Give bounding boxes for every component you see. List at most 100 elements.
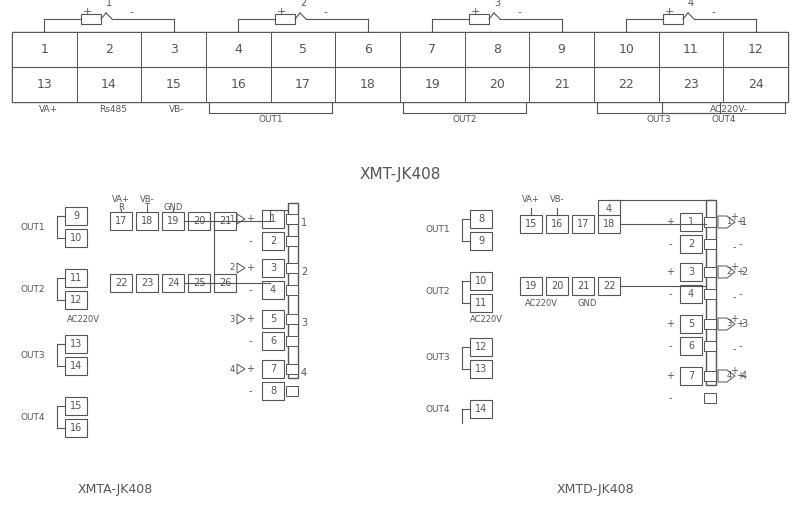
Text: -: - [668, 393, 672, 403]
Bar [400, 67, 465, 102]
Bar [12, 32, 77, 67]
Text: 3: 3 [170, 43, 178, 56]
Text: 2: 2 [230, 264, 234, 273]
Text: 10: 10 [618, 43, 634, 56]
Text: +: + [730, 314, 738, 324]
Text: -: - [248, 285, 252, 295]
Text: 8: 8 [493, 43, 501, 56]
Text: 13: 13 [37, 78, 52, 91]
Bar [77, 32, 142, 67]
Text: -: - [738, 289, 742, 299]
Text: 2: 2 [270, 236, 276, 246]
Text: 18: 18 [603, 219, 615, 229]
Bar [704, 217, 716, 227]
Text: 21: 21 [577, 281, 589, 291]
Text: 3: 3 [494, 0, 500, 8]
Text: 3: 3 [270, 263, 276, 273]
Text: -: - [248, 336, 252, 346]
Bar [65, 291, 87, 309]
Bar [704, 393, 716, 403]
Text: 20: 20 [489, 78, 505, 91]
Bar [275, 14, 295, 24]
Text: -: - [732, 292, 736, 302]
Text: +: + [736, 217, 744, 227]
Text: +: + [664, 7, 674, 17]
Text: -: - [711, 7, 715, 17]
Bar [530, 67, 594, 102]
Text: 13: 13 [475, 364, 487, 374]
Bar [598, 277, 620, 295]
Text: 20: 20 [193, 216, 205, 226]
Text: +: + [666, 217, 674, 227]
Text: VA+: VA+ [112, 195, 130, 205]
Bar [286, 214, 298, 224]
Text: OUT1: OUT1 [426, 226, 450, 234]
Text: 16: 16 [70, 423, 82, 433]
Text: +: + [246, 364, 254, 374]
Text: 9: 9 [73, 211, 79, 221]
Bar [335, 67, 400, 102]
Bar [680, 235, 702, 253]
Bar [136, 274, 158, 292]
Bar [286, 314, 298, 324]
Bar [594, 67, 658, 102]
Text: AC220V-: AC220V- [710, 106, 749, 115]
Text: 1: 1 [301, 218, 307, 228]
Text: 12: 12 [475, 342, 487, 352]
Bar [81, 14, 101, 24]
Bar [262, 332, 284, 350]
Bar [262, 210, 284, 228]
Bar [470, 338, 492, 356]
Bar [65, 269, 87, 287]
Text: 1: 1 [106, 0, 112, 8]
Text: 3: 3 [688, 267, 694, 277]
Bar [270, 32, 335, 67]
Text: -: - [668, 341, 672, 351]
Text: +: + [730, 212, 738, 222]
Text: -: - [129, 7, 133, 17]
Bar [142, 32, 206, 67]
Text: -: - [738, 341, 742, 351]
Text: 12: 12 [70, 295, 82, 305]
Text: 3: 3 [301, 318, 307, 328]
Text: 1: 1 [230, 215, 234, 224]
Text: 14: 14 [101, 78, 117, 91]
Text: 8: 8 [478, 214, 484, 224]
Text: -: - [738, 239, 742, 249]
Text: 14: 14 [475, 404, 487, 414]
Bar [286, 263, 298, 273]
Bar [520, 215, 542, 233]
Text: 22: 22 [618, 78, 634, 91]
Text: +: + [666, 319, 674, 329]
Text: 12: 12 [748, 43, 763, 56]
Text: 16: 16 [230, 78, 246, 91]
Bar [262, 360, 284, 378]
Bar [77, 67, 142, 102]
Bar [142, 67, 206, 102]
Text: +: + [246, 263, 254, 273]
Text: 6: 6 [364, 43, 372, 56]
Bar [65, 335, 87, 353]
Text: 7: 7 [270, 364, 276, 374]
Text: 4: 4 [688, 0, 694, 8]
Text: 9: 9 [478, 236, 484, 246]
Bar [680, 213, 702, 231]
Text: OUT3: OUT3 [646, 115, 671, 124]
Text: OUT4: OUT4 [21, 413, 45, 422]
Text: 18: 18 [360, 78, 376, 91]
Text: -: - [517, 7, 521, 17]
Text: 15: 15 [70, 401, 82, 411]
Text: -: - [248, 386, 252, 396]
Bar [400, 32, 465, 67]
Text: +: + [246, 214, 254, 224]
Text: 14: 14 [70, 361, 82, 371]
Text: 17: 17 [295, 78, 311, 91]
Text: 11: 11 [70, 273, 82, 283]
Bar [65, 419, 87, 437]
Bar [206, 67, 270, 102]
Text: 19: 19 [425, 78, 440, 91]
Text: XMTD-JK408: XMTD-JK408 [556, 483, 634, 496]
Text: +: + [736, 267, 744, 277]
Bar [470, 360, 492, 378]
Bar [680, 367, 702, 385]
